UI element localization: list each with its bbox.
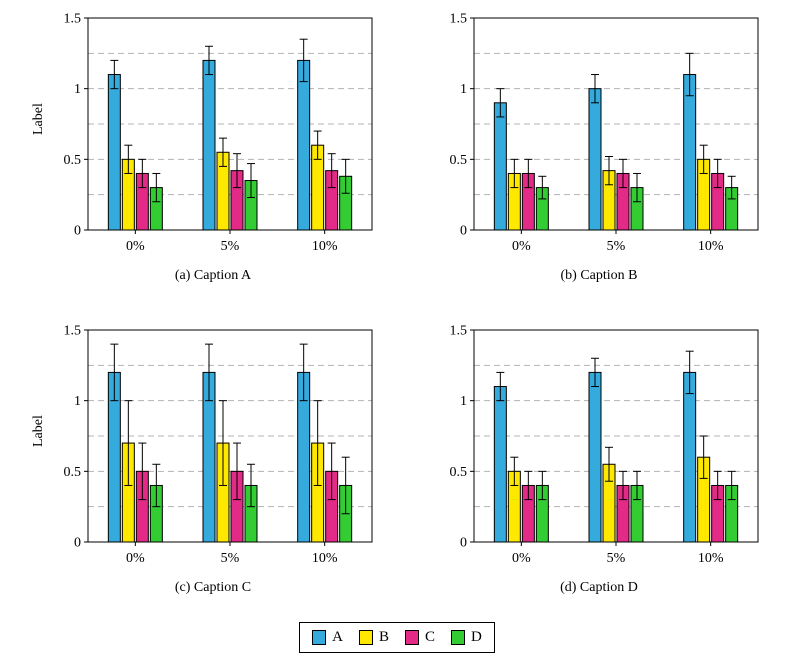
legend-label-c: C [425,629,436,645]
legend-swatch-b [358,630,373,645]
bar-a [493,386,507,543]
legend-entry-a: A [312,629,343,646]
bar-chart-a: 0% 5% 10% 0 0.5 1 1.5 [64,12,373,254]
plot-border [473,329,759,543]
chart-row: 0% 5% 10% 0 0.5 1 1.5 [416,320,764,572]
legend-swatch-d [451,630,466,645]
chart-caption: (c) Caption C [174,580,252,595]
bar-a [588,371,602,543]
bar-a [297,59,311,231]
plot-border [87,329,373,543]
x-tick-label: 0% [126,551,145,566]
legend-label-b: B [378,629,389,645]
chart-row: Label 0% 5% 10% 0 0.5 1 1.5 [30,8,378,260]
plot-border [87,17,373,231]
x-tick-label: 10% [312,551,338,566]
x-tick-label: 5% [607,551,626,566]
y-tick-label: 1.5 [450,12,468,27]
x-tick-label: 0% [512,239,531,254]
chart-row: Label 0% 5% 10% 0 0.5 1 1.5 [30,320,378,572]
y-tick-label: 0 [460,536,467,551]
legend-wrap: A B C D [0,622,794,653]
y-tick-label: 0.5 [64,465,82,480]
legend-entry-c: C [405,629,435,646]
chart-caption: (b) Caption B [560,268,638,283]
chart-block-a: Label 0% 5% 10% 0 0.5 1 1.5 (a) Caption A [30,8,378,284]
y-tick-label: 1 [460,394,467,409]
legend-swatch-a [312,630,327,645]
y-tick-label: 0.5 [64,153,82,168]
legend-entry-d: D [451,629,482,646]
chart-block-c: Label 0% 5% 10% 0 0.5 1 1.5 (c) Caption C [30,320,378,596]
y-tick-label: 0 [460,224,467,239]
y-tick-label: 1.5 [450,324,468,339]
legend-swatch-c [405,630,419,645]
y-axis-label [416,8,434,230]
x-tick-label: 10% [312,239,338,254]
bar-chart-b: 0% 5% 10% 0 0.5 1 1.5 [450,12,759,254]
y-tick-label: 1 [74,394,81,409]
x-tick-label: 0% [126,239,145,254]
bar-a [493,102,507,231]
chart-caption: (d) Caption D [560,580,638,595]
bar-a [107,74,121,231]
x-tick-label: 5% [221,239,240,254]
chart-caption: (a) Caption A [174,268,252,283]
x-tick-label: 5% [221,551,240,566]
legend-entry-b: B [358,629,389,646]
y-axis-label: Label [31,103,46,135]
bar-chart-c: 0% 5% 10% 0 0.5 1 1.5 [64,324,373,566]
chart-block-d: 0% 5% 10% 0 0.5 1 1.5 (d) Caption D [416,320,764,596]
x-tick-label: 5% [607,239,626,254]
y-tick-label: 0.5 [450,153,468,168]
bar-a [202,59,216,231]
bar-a [683,74,697,231]
bar-a [588,88,602,231]
bar-a [683,371,697,543]
y-axis-label: Label [31,415,46,447]
y-tick-label: 1 [74,82,81,97]
y-tick-label: 1 [460,82,467,97]
chart-block-b: 0% 5% 10% 0 0.5 1 1.5 (b) Caption B [416,8,764,284]
chart-row: 0% 5% 10% 0 0.5 1 1.5 [416,8,764,260]
y-axis-label [416,320,434,542]
legend-label-d: D [471,629,482,645]
x-tick-label: 10% [698,239,724,254]
plot-border [473,17,759,231]
y-tick-label: 0 [74,536,81,551]
y-tick-label: 1.5 [64,324,82,339]
x-tick-label: 0% [512,551,531,566]
bar-chart-d: 0% 5% 10% 0 0.5 1 1.5 [450,324,759,566]
y-tick-label: 0.5 [450,465,468,480]
x-tick-label: 10% [698,551,724,566]
y-tick-label: 0 [74,224,81,239]
y-tick-label: 1.5 [64,12,82,27]
legend-label-a: A [332,629,343,645]
charts-grid: Label 0% 5% 10% 0 0.5 1 1.5 (a) Caption A 0% 5%… [0,8,794,596]
legend: A B C D [299,622,495,653]
